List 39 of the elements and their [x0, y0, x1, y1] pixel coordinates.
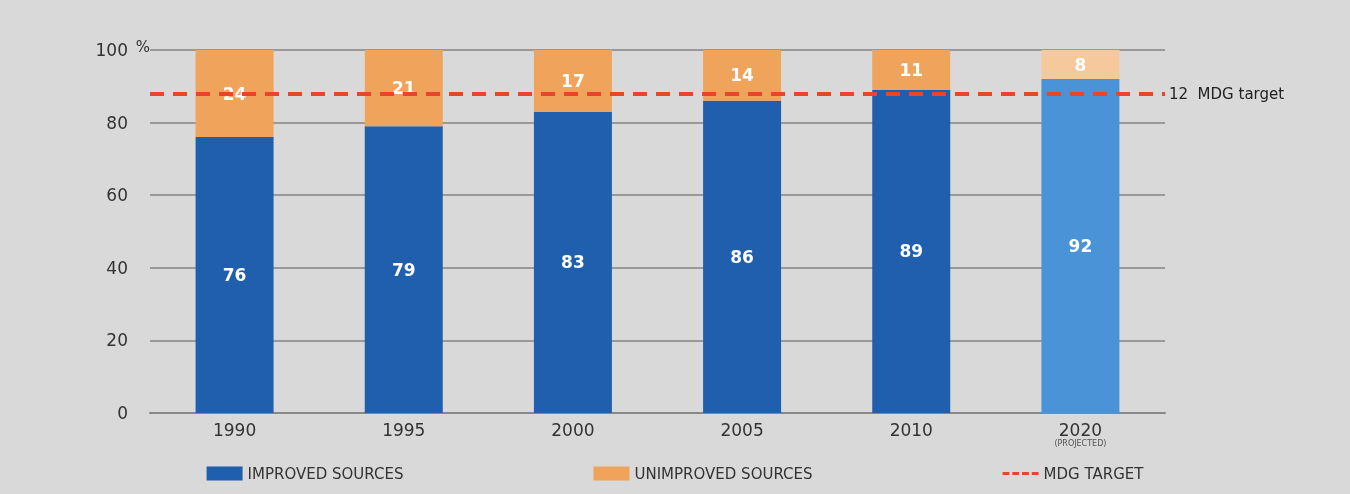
data-label: 86: [730, 246, 754, 267]
x-tick-label: 2005: [720, 420, 764, 440]
data-label: 79: [391, 259, 416, 280]
bar: [364, 50, 443, 127]
data-label: 11: [899, 59, 924, 80]
bar: [703, 50, 782, 101]
x-tick-label: 2000: [551, 420, 595, 440]
y-tick-label: 60: [106, 185, 128, 206]
data-label: 14: [730, 65, 755, 86]
ref-line-label: 12 MDG target: [1169, 84, 1285, 103]
bar: [1041, 50, 1120, 80]
y-tick-label: 80: [106, 112, 128, 133]
bar: [533, 111, 612, 413]
data-label: 92: [1068, 236, 1093, 257]
y-axis-title: %: [135, 37, 150, 56]
data-label: 8: [1074, 54, 1087, 75]
bar: [872, 89, 951, 413]
bar: [872, 50, 951, 90]
x-tick-label: 1995: [382, 420, 426, 440]
data-label: 89: [899, 241, 924, 262]
legend-label: IMPROVED SOURCES: [247, 464, 404, 483]
bar: [364, 126, 443, 413]
bar: [195, 137, 274, 413]
x-tick-label: 1990: [212, 420, 257, 440]
y-tick-label: 100: [95, 40, 128, 60]
y-tick-label: 20: [106, 330, 128, 351]
bar: [1041, 79, 1120, 413]
legend-label: UNIMPROVED SOURCES: [634, 464, 813, 483]
x-tick-label: 2010: [889, 420, 933, 440]
data-label: 76: [222, 265, 247, 286]
bar: [195, 50, 274, 138]
bar: [533, 50, 612, 112]
data-label: 17: [561, 70, 585, 91]
y-tick-label: 40: [106, 257, 128, 278]
text: MDG TARGET: [1043, 464, 1145, 483]
data-label: 83: [561, 252, 585, 273]
x-tick-label: 2020 (PROJECTED): [1054, 420, 1107, 448]
y-tick-label: 0: [117, 403, 128, 423]
bar: [703, 100, 782, 413]
